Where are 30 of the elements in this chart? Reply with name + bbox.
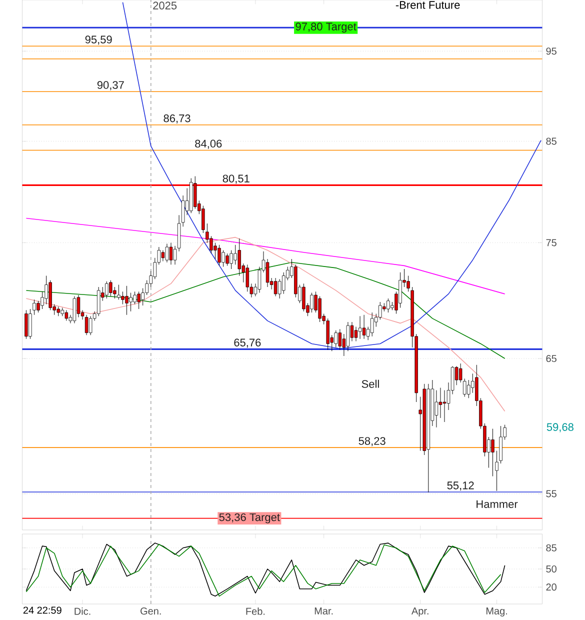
y-tick-label: 75 xyxy=(546,239,556,246)
annotation: Sell xyxy=(362,380,379,388)
text: 59,68 xyxy=(546,423,574,432)
x-tick-label: Gen. xyxy=(140,608,161,615)
y-tick-label: 20 xyxy=(546,584,556,591)
y-tick-label: 50 xyxy=(546,565,556,573)
ref-line-label: 80,51 xyxy=(222,174,250,184)
x-tick-label: Mar. xyxy=(314,608,333,614)
ref-line-label: 2025 xyxy=(153,2,176,10)
x-tick-label: Feb. xyxy=(246,608,264,615)
text: 24 22:59 xyxy=(23,606,62,614)
y-tick-label: 55 xyxy=(546,490,556,498)
ref-line-label: 97,80 Target xyxy=(296,22,356,33)
ref-line-label: 55,12 xyxy=(447,482,474,491)
ref-line-label: 86,73 xyxy=(164,114,190,124)
x-tick-label: Dic. xyxy=(74,608,90,615)
ref-line-label: 65,76 xyxy=(234,338,261,348)
annotation: Hammer xyxy=(476,500,518,508)
ref-line-label: 53,36 Target xyxy=(219,513,280,524)
y-tick-label: 85 xyxy=(546,544,556,552)
x-tick-label: Apr. xyxy=(411,608,428,616)
y-tick-label: 95 xyxy=(546,48,556,55)
ref-line-label: 58,23 xyxy=(358,437,386,446)
chart-title: -Brent Future xyxy=(396,1,460,9)
ref-line-label: 84,06 xyxy=(195,140,222,149)
y-tick-label: 85 xyxy=(546,138,556,145)
x-tick-label: Mag. xyxy=(486,608,507,616)
ref-line-label: 90,37 xyxy=(97,81,124,90)
y-tick-label: 65 xyxy=(546,354,556,362)
ref-line-label: 95,59 xyxy=(85,36,112,45)
